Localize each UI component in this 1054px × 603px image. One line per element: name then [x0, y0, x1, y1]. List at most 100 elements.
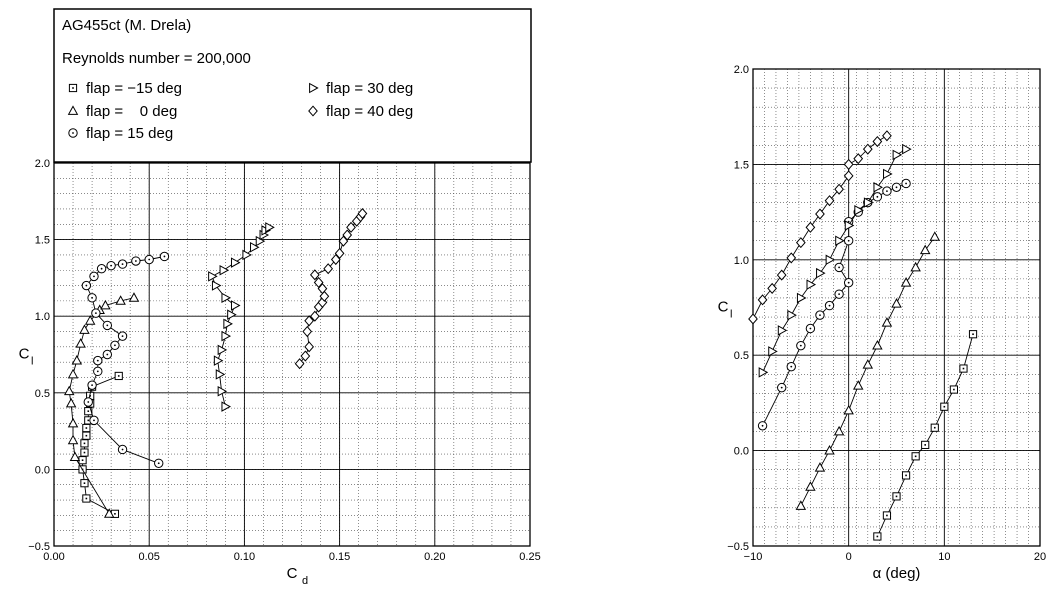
right-series-square — [873, 330, 978, 541]
legend-marker-circle — [68, 128, 78, 138]
left-point-triangle-up — [84, 315, 96, 325]
right-point-diamond — [795, 237, 806, 249]
right-point-circle — [882, 186, 892, 196]
left-point-circle — [159, 251, 170, 262]
right-point-circle — [815, 310, 825, 320]
right-point-diamond — [834, 183, 844, 195]
left-ylabel-sub: l — [31, 356, 33, 368]
right-xtick-label: 10 — [938, 551, 950, 563]
legend-entry-label: flap = 40 deg — [326, 103, 413, 120]
left-point-triangle-right — [215, 369, 226, 380]
right-point-diamond — [843, 158, 854, 170]
left-series-line — [211, 226, 270, 407]
right-point-triangle-up — [929, 231, 941, 241]
right-point-triangle-right — [806, 279, 817, 290]
left-grid — [53, 162, 531, 547]
left-point-circle — [91, 308, 101, 318]
left-point-diamond — [313, 276, 324, 289]
right-point-triangle-right — [892, 149, 903, 161]
legend-entry-label: flap = 0 deg — [86, 103, 177, 120]
right-point-circle — [872, 192, 883, 202]
left-point-circle — [89, 271, 99, 282]
left-point-circle — [89, 415, 99, 426]
right-point-triangle-up — [862, 359, 874, 369]
right-point-triangle-right — [825, 254, 836, 266]
right-point-square — [873, 532, 882, 541]
left-point-triangle-up — [63, 385, 75, 396]
left-xlabel: C — [287, 565, 298, 582]
left-xtick-label: 0.05 — [138, 551, 159, 563]
right-point-triangle-up — [910, 261, 921, 272]
left-point-triangle-up — [71, 354, 83, 365]
left-point-triangle-right — [217, 344, 228, 356]
left-point-triangle-up — [100, 299, 111, 310]
right-point-triangle-up — [805, 481, 816, 491]
right-point-triangle-up — [833, 425, 845, 436]
left-point-circle — [96, 264, 107, 274]
right-point-square — [940, 402, 949, 411]
right-point-square — [882, 511, 892, 520]
left-series-diamond — [294, 207, 368, 370]
left-point-triangle-up — [128, 292, 140, 302]
left-point-diamond — [304, 341, 315, 353]
right-point-circle — [834, 262, 844, 273]
left-point-square — [82, 494, 91, 503]
legend: AG455ct (M. Drela) Reynolds number = 200… — [53, 8, 532, 163]
right-point-triangle-right — [816, 267, 826, 279]
left-point-diamond — [300, 350, 311, 362]
left-xtick-label: 0.15 — [329, 551, 350, 563]
left-ylabel: C — [19, 346, 30, 363]
right-xlabel: α (deg) — [873, 565, 921, 582]
right-point-diamond — [862, 143, 873, 155]
right-point-diamond — [757, 294, 768, 306]
right-point-diamond — [815, 208, 825, 220]
right-point-triangle-up — [881, 317, 893, 327]
right-point-diamond — [872, 135, 883, 148]
right-point-triangle-up — [843, 404, 854, 415]
right-point-triangle-right — [777, 325, 788, 336]
left-series-square — [78, 371, 123, 518]
right-point-triangle-up — [891, 298, 902, 308]
left-point-triangle-right — [219, 264, 230, 276]
right-series-diamond — [748, 130, 892, 325]
left-point-circle — [102, 320, 113, 331]
left-point-triangle-right — [242, 249, 252, 261]
left-point-circle — [117, 259, 128, 269]
right-point-square — [892, 492, 901, 501]
right-ytick-label: 1.5 — [734, 159, 749, 171]
left-point-diamond — [338, 235, 349, 247]
left-point-circle — [87, 380, 97, 390]
left-point-triangle-right — [230, 300, 241, 311]
left-xtick-label: 0.00 — [43, 551, 64, 563]
left-xlabel-sub: d — [302, 575, 308, 587]
right-point-triangle-up — [824, 444, 835, 455]
cl-vs-alpha-plot: −10 0 10 20 −0.5 0.0 0.5 1.0 1.5 2.0 α (deg) C l — [718, 64, 1047, 582]
left-point-circle — [93, 355, 103, 366]
right-series-line — [762, 148, 907, 373]
right-xtick-label: 20 — [1034, 551, 1046, 563]
right-ytick-label: 1.0 — [734, 255, 749, 267]
left-point-triangle-right — [221, 330, 231, 342]
left-ytick-label: 0.0 — [35, 464, 50, 476]
left-point-circle — [81, 280, 92, 291]
left-point-square — [82, 423, 91, 433]
right-point-triangle-up — [872, 340, 883, 350]
left-point-circle — [110, 340, 120, 351]
left-point-diamond — [294, 358, 305, 370]
left-point-diamond — [317, 283, 328, 295]
left-point-diamond — [357, 207, 368, 220]
right-point-circle — [843, 277, 854, 288]
right-point-circle — [777, 382, 787, 393]
right-point-diamond — [805, 221, 816, 233]
left-point-diamond — [330, 253, 341, 266]
right-point-circle — [843, 236, 854, 246]
left-point-square — [80, 448, 89, 457]
left-point-triangle-right — [230, 257, 241, 268]
left-point-circle — [87, 293, 97, 303]
left-ytick-label: 0.5 — [35, 388, 50, 400]
left-point-triangle-up — [103, 508, 115, 518]
right-series-line — [752, 135, 888, 320]
left-point-square — [82, 431, 91, 440]
right-point-triangle-right — [883, 168, 893, 180]
